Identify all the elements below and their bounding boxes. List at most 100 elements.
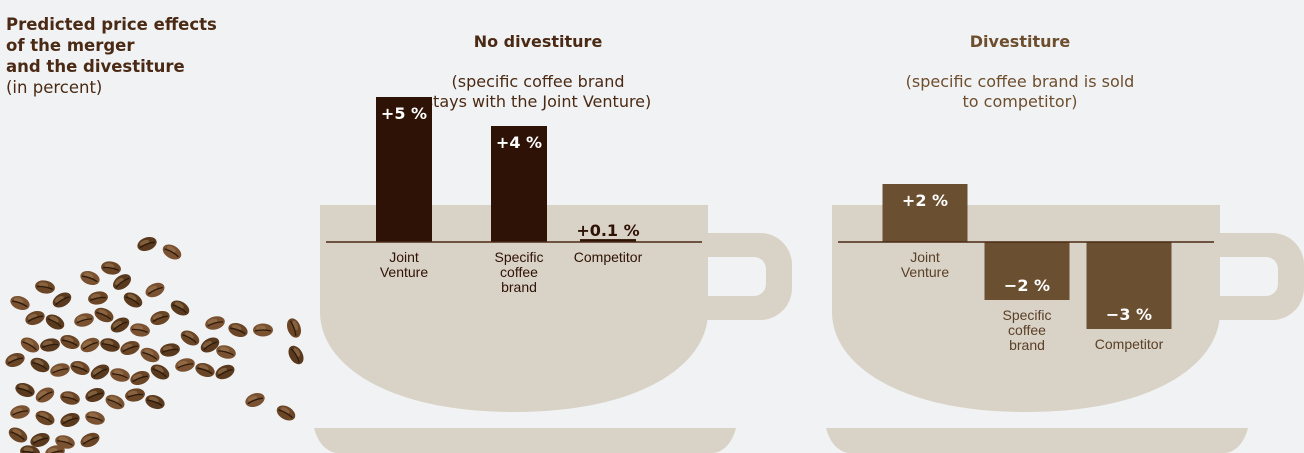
coffee-bean-icon xyxy=(20,337,40,353)
coffee-bean-icon xyxy=(140,347,160,363)
intro-title-line-2: of the merger xyxy=(6,36,135,55)
coffee-bean-icon xyxy=(88,291,108,305)
divestiture-title: Divestiture xyxy=(969,32,1071,51)
coffee-bean-icon xyxy=(130,323,150,337)
saucer xyxy=(826,428,1248,453)
coffee-bean-icon xyxy=(30,357,50,373)
coffee-bean-icon xyxy=(228,322,248,338)
bar xyxy=(1086,242,1172,329)
no-divestiture-title: No divestiture xyxy=(473,32,603,51)
coffee-bean-icon xyxy=(40,338,60,352)
coffee-bean-icon xyxy=(45,445,65,453)
coffee-bean-icon xyxy=(125,388,145,402)
coffee-bean-icon xyxy=(30,432,50,448)
coffee-bean-icon xyxy=(112,274,132,290)
cup-no-divestiture xyxy=(314,205,792,453)
coffee-bean-icon xyxy=(80,432,100,448)
plot-no-divestiture: +5 % Joint Venture +4 % Specific coffee brand +… xyxy=(326,97,702,295)
coffee-bean-icon xyxy=(160,343,180,357)
intro-title-line-1: Predicted price effects xyxy=(6,15,217,34)
coffee-bean-icon xyxy=(205,316,225,330)
cup-body xyxy=(320,205,708,412)
cup-handle xyxy=(1202,233,1304,320)
coffee-bean-icon xyxy=(100,338,120,352)
coffee-bean-icon xyxy=(55,435,75,449)
category-label: Specific coffee brand xyxy=(1002,307,1051,353)
coffee-bean-icon xyxy=(80,337,100,353)
coffee-bean-icon xyxy=(50,363,70,377)
coffee-bean-icon xyxy=(145,394,165,410)
plot-divestiture: +2 % Joint Venture −2 % Specific coffee brand −… xyxy=(838,184,1214,353)
coffee-bean-icon xyxy=(35,280,55,294)
category-label: Specific coffee brand xyxy=(494,249,543,295)
coffee-bean-icon xyxy=(200,337,220,353)
coffee-bean-icon xyxy=(10,405,30,419)
coffee-bean-icon xyxy=(110,368,130,382)
coffee-bean-icon xyxy=(8,427,28,443)
data-label: +5 % xyxy=(381,104,427,123)
coffee-bean-icon xyxy=(286,318,302,338)
coffee-bean-icon xyxy=(25,310,45,326)
bar xyxy=(580,239,636,242)
coffee-bean-icon xyxy=(175,358,195,372)
coffee-bean-icon xyxy=(288,345,304,365)
coffee-bean-icon xyxy=(105,394,125,410)
no-divestiture-subtitle: (specific coffee brand stays with the Jo… xyxy=(424,72,652,111)
coffee-bean-icon xyxy=(120,340,140,356)
bar xyxy=(376,97,432,242)
coffee-bean-icon xyxy=(130,370,150,386)
coffee-bean-icon xyxy=(10,295,30,311)
data-label: +4 % xyxy=(496,133,542,152)
category-label: Competitor xyxy=(574,249,643,265)
coffee-bean-icon xyxy=(94,307,114,323)
coffee-bean-icon xyxy=(74,313,94,327)
data-label: +0.1 % xyxy=(576,221,639,240)
coffee-bean-icon xyxy=(90,364,110,380)
divestiture-header: Divestiture (specific coffee brand is so… xyxy=(880,12,1160,132)
coffee-bean-icon xyxy=(85,387,105,403)
coffee-bean-icon xyxy=(215,364,235,380)
coffee-bean-icon xyxy=(45,314,65,330)
coffee-bean-icon xyxy=(85,411,105,425)
coffee-bean-icon xyxy=(70,360,90,376)
coffee-bean-icon xyxy=(60,391,80,405)
chart-intro: Predicted price effects of the merger an… xyxy=(6,14,286,98)
coffee-bean-icon xyxy=(170,300,190,316)
bar xyxy=(984,242,1070,300)
coffee-bean-icon xyxy=(52,292,72,308)
category-label: Competitor xyxy=(1095,336,1164,352)
coffee-bean-icon xyxy=(195,362,215,378)
coffee-bean-icon xyxy=(145,282,165,298)
coffee-bean-icon xyxy=(253,323,273,337)
cup-handle xyxy=(690,233,792,320)
intro-title-line-3: and the divestiture xyxy=(6,57,185,76)
coffee-bean-icon xyxy=(150,310,170,326)
category-label: Joint Venture xyxy=(901,249,949,280)
saucer xyxy=(314,428,736,453)
category-label: Joint Venture xyxy=(380,249,428,280)
coffee-bean-icon xyxy=(276,405,296,421)
coffee-bean-icon xyxy=(150,364,170,380)
coffee-bean-icon xyxy=(35,387,55,403)
coffee-bean-icon xyxy=(110,317,130,333)
bar xyxy=(882,184,968,242)
data-label: −3 % xyxy=(1106,305,1152,324)
coffee-bean-icon xyxy=(20,445,40,453)
data-label: +2 % xyxy=(902,191,948,210)
coffee-bean-icon xyxy=(180,330,200,346)
coffee-bean-icon xyxy=(35,410,55,426)
data-label: −2 % xyxy=(1004,276,1050,295)
no-divestiture-header: No divestiture (specific coffee brand st… xyxy=(348,12,728,132)
coffee-bean-icon xyxy=(245,392,265,408)
coffee-bean-icon xyxy=(137,236,157,252)
coffee-bean-icon xyxy=(162,244,182,260)
coffee-beans-illustration xyxy=(5,236,304,453)
coffee-bean-icon xyxy=(15,382,35,398)
divestiture-subtitle: (specific coffee brand is sold to compet… xyxy=(905,72,1135,111)
coffee-bean-icon xyxy=(80,270,100,286)
bar xyxy=(491,126,547,242)
coffee-bean-icon xyxy=(216,345,236,359)
coffee-bean-icon xyxy=(123,292,143,308)
intro-unit: (in percent) xyxy=(6,78,103,97)
